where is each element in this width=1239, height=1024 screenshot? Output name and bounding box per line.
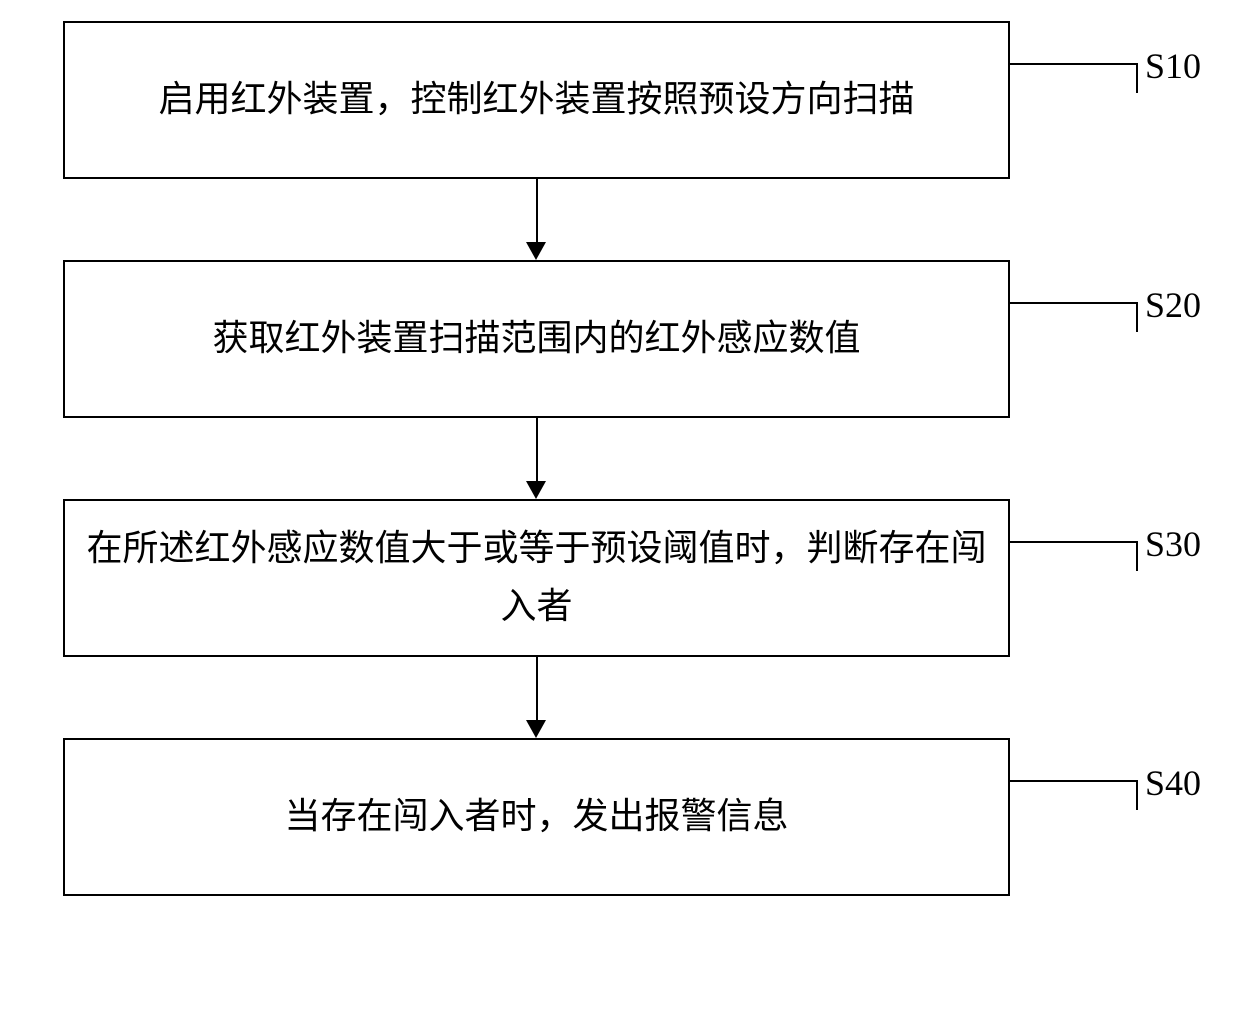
arrow-head-1	[526, 242, 546, 260]
bracket-s30	[1010, 541, 1138, 571]
bracket-s40	[1010, 780, 1138, 810]
step-box-s20: 获取红外装置扫描范围内的红外感应数值	[63, 260, 1010, 418]
step-label-s20: S20	[1145, 284, 1201, 326]
bracket-s20	[1010, 302, 1138, 332]
arrow-line-2	[536, 418, 538, 481]
step-text-s10: 启用红外装置，控制红外装置按照预设方向扫描	[158, 71, 914, 129]
flowchart-container: 启用红外装置，控制红外装置按照预设方向扫描 S10 获取红外装置扫描范围内的红外…	[0, 0, 1239, 1024]
step-box-s30: 在所述红外感应数值大于或等于预设阈值时，判断存在闯入者	[63, 499, 1010, 657]
arrow-line-1	[536, 179, 538, 242]
step-label-s40: S40	[1145, 762, 1201, 804]
arrow-head-3	[526, 720, 546, 738]
step-label-s30: S30	[1145, 523, 1201, 565]
step-label-s10: S10	[1145, 45, 1201, 87]
step-text-s20: 获取红外装置扫描范围内的红外感应数值	[212, 310, 860, 368]
arrow-head-2	[526, 481, 546, 499]
step-box-s40: 当存在闯入者时，发出报警信息	[63, 738, 1010, 896]
step-box-s10: 启用红外装置，控制红外装置按照预设方向扫描	[63, 21, 1010, 179]
step-text-s40: 当存在闯入者时，发出报警信息	[284, 788, 788, 846]
arrow-line-3	[536, 657, 538, 720]
bracket-s10	[1010, 63, 1138, 93]
step-text-s30: 在所述红外感应数值大于或等于预设阈值时，判断存在闯入者	[85, 520, 988, 635]
